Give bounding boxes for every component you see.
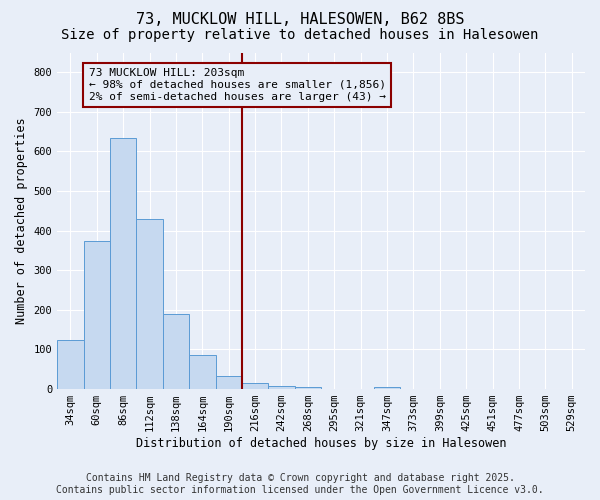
- Bar: [295, 387, 321, 389]
- Bar: [110, 138, 136, 389]
- Bar: [83, 240, 110, 389]
- Bar: [136, 219, 163, 389]
- Bar: [215, 376, 242, 389]
- Bar: [189, 356, 215, 389]
- Text: 73, MUCKLOW HILL, HALESOWEN, B62 8BS: 73, MUCKLOW HILL, HALESOWEN, B62 8BS: [136, 12, 464, 28]
- Text: 73 MUCKLOW HILL: 203sqm
← 98% of detached houses are smaller (1,856)
2% of semi-: 73 MUCKLOW HILL: 203sqm ← 98% of detache…: [89, 68, 386, 102]
- Y-axis label: Number of detached properties: Number of detached properties: [15, 118, 28, 324]
- Bar: [268, 386, 295, 389]
- Text: Size of property relative to detached houses in Halesowen: Size of property relative to detached ho…: [61, 28, 539, 42]
- Bar: [57, 340, 83, 389]
- Bar: [242, 383, 268, 389]
- X-axis label: Distribution of detached houses by size in Halesowen: Distribution of detached houses by size …: [136, 437, 506, 450]
- Bar: [163, 314, 189, 389]
- Text: Contains HM Land Registry data © Crown copyright and database right 2025.
Contai: Contains HM Land Registry data © Crown c…: [56, 474, 544, 495]
- Bar: [374, 386, 400, 389]
